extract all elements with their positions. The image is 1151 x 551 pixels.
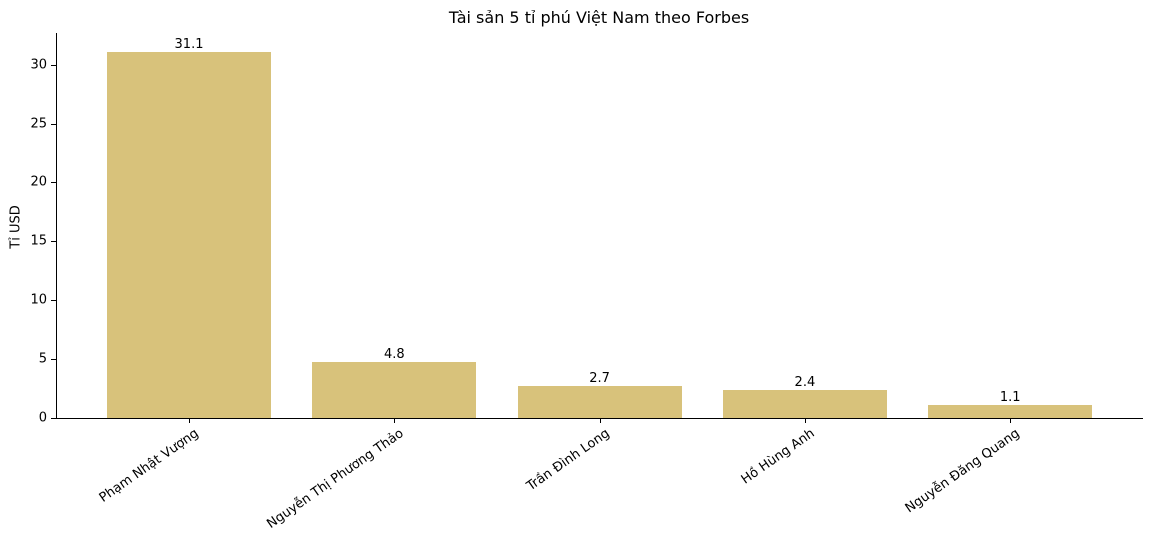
x-tick-label: Nguyễn Đăng Quang	[902, 426, 1023, 517]
x-axis-line	[56, 418, 1143, 419]
bar	[722, 389, 887, 418]
y-tick	[51, 241, 56, 242]
x-tick-label: Hồ Hùng Anh	[738, 426, 818, 488]
bar-value-label: 2.7	[589, 371, 610, 387]
x-tick	[804, 418, 806, 423]
y-tick	[51, 124, 56, 125]
x-tick-label: Phạm Nhật Vượng	[96, 426, 202, 506]
bar-value-label: 2.4	[794, 374, 816, 390]
bar	[517, 386, 682, 418]
x-tick	[189, 418, 190, 423]
x-tick-label: Trần Đình Long	[523, 426, 613, 495]
y-tick	[51, 418, 56, 419]
bar	[928, 405, 1093, 418]
chart-title: Tài sản 5 tỉ phú Việt Nam theo Forbes	[448, 8, 750, 27]
bar	[107, 51, 271, 418]
x-tick	[394, 418, 396, 423]
bar	[312, 361, 477, 418]
bar-value-label: 31.1	[174, 36, 204, 52]
y-tick-label: 15	[30, 233, 47, 249]
y-tick	[51, 182, 56, 183]
y-tick	[51, 65, 56, 66]
bar-value-label: 4.8	[383, 346, 405, 362]
y-axis-label: Tỉ USD	[8, 205, 24, 249]
y-tick-label: 30	[30, 57, 47, 73]
x-tick-label: Nguyễn Thị Phương Thảo	[264, 426, 407, 532]
x-tick	[599, 418, 601, 423]
y-tick-label: 5	[38, 351, 47, 367]
x-tick	[1010, 418, 1012, 423]
y-tick-label: 10	[30, 292, 47, 308]
y-tick	[51, 300, 56, 301]
y-tick-label: 0	[38, 410, 47, 426]
y-tick-label: 25	[30, 116, 47, 132]
bar-value-label: 1.1	[999, 390, 1021, 406]
y-tick	[51, 359, 56, 360]
y-tick-label: 20	[30, 174, 47, 190]
y-axis-line	[56, 33, 57, 419]
